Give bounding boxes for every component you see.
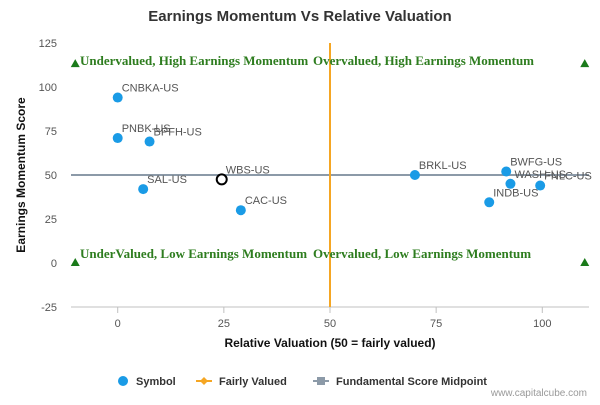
quadrant-corner-marker <box>580 258 590 266</box>
quadrant-label-top-right: Overvalued, High Earnings Momentum <box>313 53 534 68</box>
x-axis-ticks: 0 25 50 75 100 <box>71 306 589 330</box>
legend-midpoint-label: Fundamental Score Midpoint <box>336 376 487 388</box>
legend-symbol-label: Symbol <box>136 376 176 388</box>
x-tick-label: 50 <box>324 318 336 330</box>
x-axis-title: Relative Valuation (50 = fairly valued) <box>224 336 435 350</box>
x-tick-label: 100 <box>533 318 551 330</box>
x-tick-label: 0 <box>115 318 121 330</box>
y-tick-label: 25 <box>45 214 57 226</box>
point-label: BPFH-US <box>154 127 202 139</box>
credit-text: www.capitalcube.com <box>490 388 587 399</box>
scatter-point[interactable] <box>409 170 420 180</box>
legend: Symbol Fairly Valued Fundamental Score M… <box>118 376 487 388</box>
scatter-point[interactable] <box>235 205 246 216</box>
y-tick-label: 50 <box>45 170 57 182</box>
point-label: FNLC-US <box>544 171 592 183</box>
point-label: WASH-US <box>514 169 566 181</box>
scatter-point[interactable] <box>484 197 495 208</box>
point-label: WBS-US <box>226 164 270 176</box>
y-tick-label: -25 <box>41 302 57 314</box>
quadrant-label-bottom-left: UnderValued, Low Earnings Momentum <box>80 246 307 261</box>
legend-fairly-valued-marker <box>200 377 208 385</box>
quadrant-corner-marker <box>70 258 80 266</box>
point-label: CAC-US <box>245 195 287 207</box>
legend-midpoint-marker <box>317 377 325 385</box>
scatter-point[interactable] <box>144 136 155 147</box>
y-tick-label: 0 <box>51 258 57 270</box>
x-tick-label: 25 <box>218 318 230 330</box>
quadrant-label-bottom-right: Overvalued, Low Earnings Momentum <box>313 246 531 261</box>
scatter-point[interactable] <box>501 166 512 177</box>
quadrant-corner-marker <box>580 59 590 68</box>
y-tick-label: 125 <box>39 38 57 50</box>
chart-title: Earnings Momentum Vs Relative Valuation <box>148 8 451 25</box>
x-tick-label: 75 <box>430 318 442 330</box>
legend-fairly-valued-label: Fairly Valued <box>219 376 287 388</box>
quadrant-label-top-left: Undervalued, High Earnings Momentum <box>80 53 308 68</box>
point-label: BWFG-US <box>510 156 562 168</box>
y-tick-label: 75 <box>45 126 57 138</box>
corner-markers <box>70 59 590 266</box>
point-label: CNBKA-US <box>122 83 179 95</box>
scatter-point[interactable] <box>112 133 123 144</box>
y-tick-label: 100 <box>39 82 57 94</box>
legend-item-fairly-valued[interactable]: Fairly Valued <box>196 376 287 388</box>
scatter-point[interactable] <box>112 92 123 103</box>
point-label: INDB-US <box>493 187 538 199</box>
scatter-point-highlighted[interactable] <box>215 173 228 186</box>
point-label: PNBK-US <box>122 123 171 135</box>
scatter-point[interactable] <box>138 184 149 195</box>
y-axis-title: Earnings Momentum Score <box>14 97 28 253</box>
legend-symbol-marker <box>118 376 128 386</box>
legend-item-symbol[interactable]: Symbol <box>118 376 176 388</box>
scatter-point[interactable] <box>535 180 546 191</box>
quadrant-corner-marker <box>70 59 80 68</box>
y-axis-ticks: -25 0 25 50 75 100 125 <box>39 38 57 314</box>
scatter-point[interactable] <box>505 178 516 189</box>
point-label: BRKL-US <box>419 160 467 172</box>
legend-item-midpoint[interactable]: Fundamental Score Midpoint <box>313 376 487 388</box>
point-label: SAL-US <box>147 174 187 186</box>
